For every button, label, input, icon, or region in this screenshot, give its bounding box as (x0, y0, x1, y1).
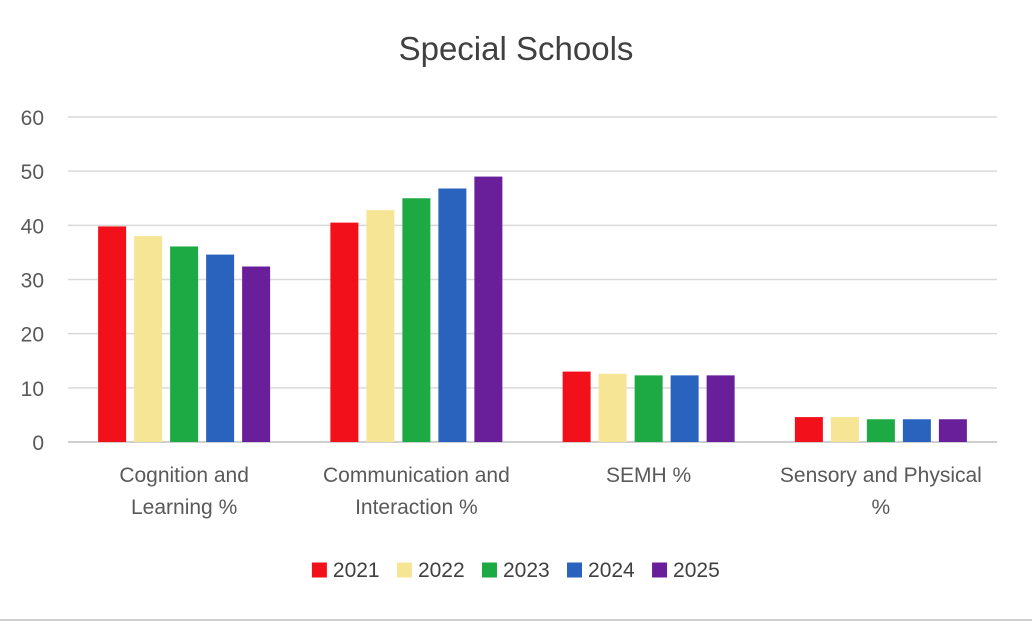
bar (366, 210, 395, 442)
bar (634, 375, 663, 442)
y-tick-label: 0 (32, 432, 44, 455)
bar (794, 417, 823, 442)
legend-label: 2021 (333, 559, 380, 582)
bar (206, 254, 235, 442)
bar (474, 176, 503, 443)
bar (562, 371, 591, 442)
bar (866, 419, 895, 442)
bar (670, 375, 699, 442)
y-tick-label: 60 (21, 107, 44, 130)
legend-item: 2023 (481, 559, 550, 582)
chart-title: Special Schools (398, 30, 634, 67)
bar (938, 419, 967, 442)
bar (98, 226, 127, 442)
y-tick-label: 50 (21, 161, 44, 184)
legend-swatch (311, 562, 327, 578)
legend-label: 2023 (503, 559, 550, 582)
x-tick-label: Sensory and Physical% (780, 464, 982, 519)
legend-swatch (396, 562, 412, 578)
legend-item: 2025 (652, 559, 720, 582)
bar (598, 373, 627, 442)
bar (170, 246, 199, 442)
x-tick-label: Communication and Interaction % (323, 464, 510, 519)
bar (134, 236, 163, 442)
bar (438, 188, 467, 442)
y-tick-label: 30 (21, 270, 44, 293)
bar (330, 222, 359, 442)
y-tick-label: 20 (21, 324, 44, 347)
legend-swatch (567, 562, 583, 578)
legend-item: 2022 (396, 559, 465, 582)
bar (830, 417, 859, 442)
bottom-divider (0, 619, 1032, 621)
legend-swatch (481, 562, 497, 578)
x-tick-label: Cognition and Learning % (119, 464, 249, 519)
bar (902, 419, 931, 442)
y-tick-label: 10 (21, 378, 44, 401)
legend-label: 2022 (418, 559, 465, 582)
bar (706, 375, 735, 442)
legend-item: 2021 (311, 559, 380, 582)
legend-label: 2024 (588, 559, 635, 582)
legend-item: 2024 (567, 559, 635, 582)
bar (242, 266, 271, 442)
legend-swatch (652, 562, 668, 578)
x-tick-label: SEMH % (606, 464, 691, 487)
bar (402, 198, 431, 442)
legend-label: 2025 (673, 559, 720, 582)
y-tick-label: 40 (21, 215, 44, 238)
